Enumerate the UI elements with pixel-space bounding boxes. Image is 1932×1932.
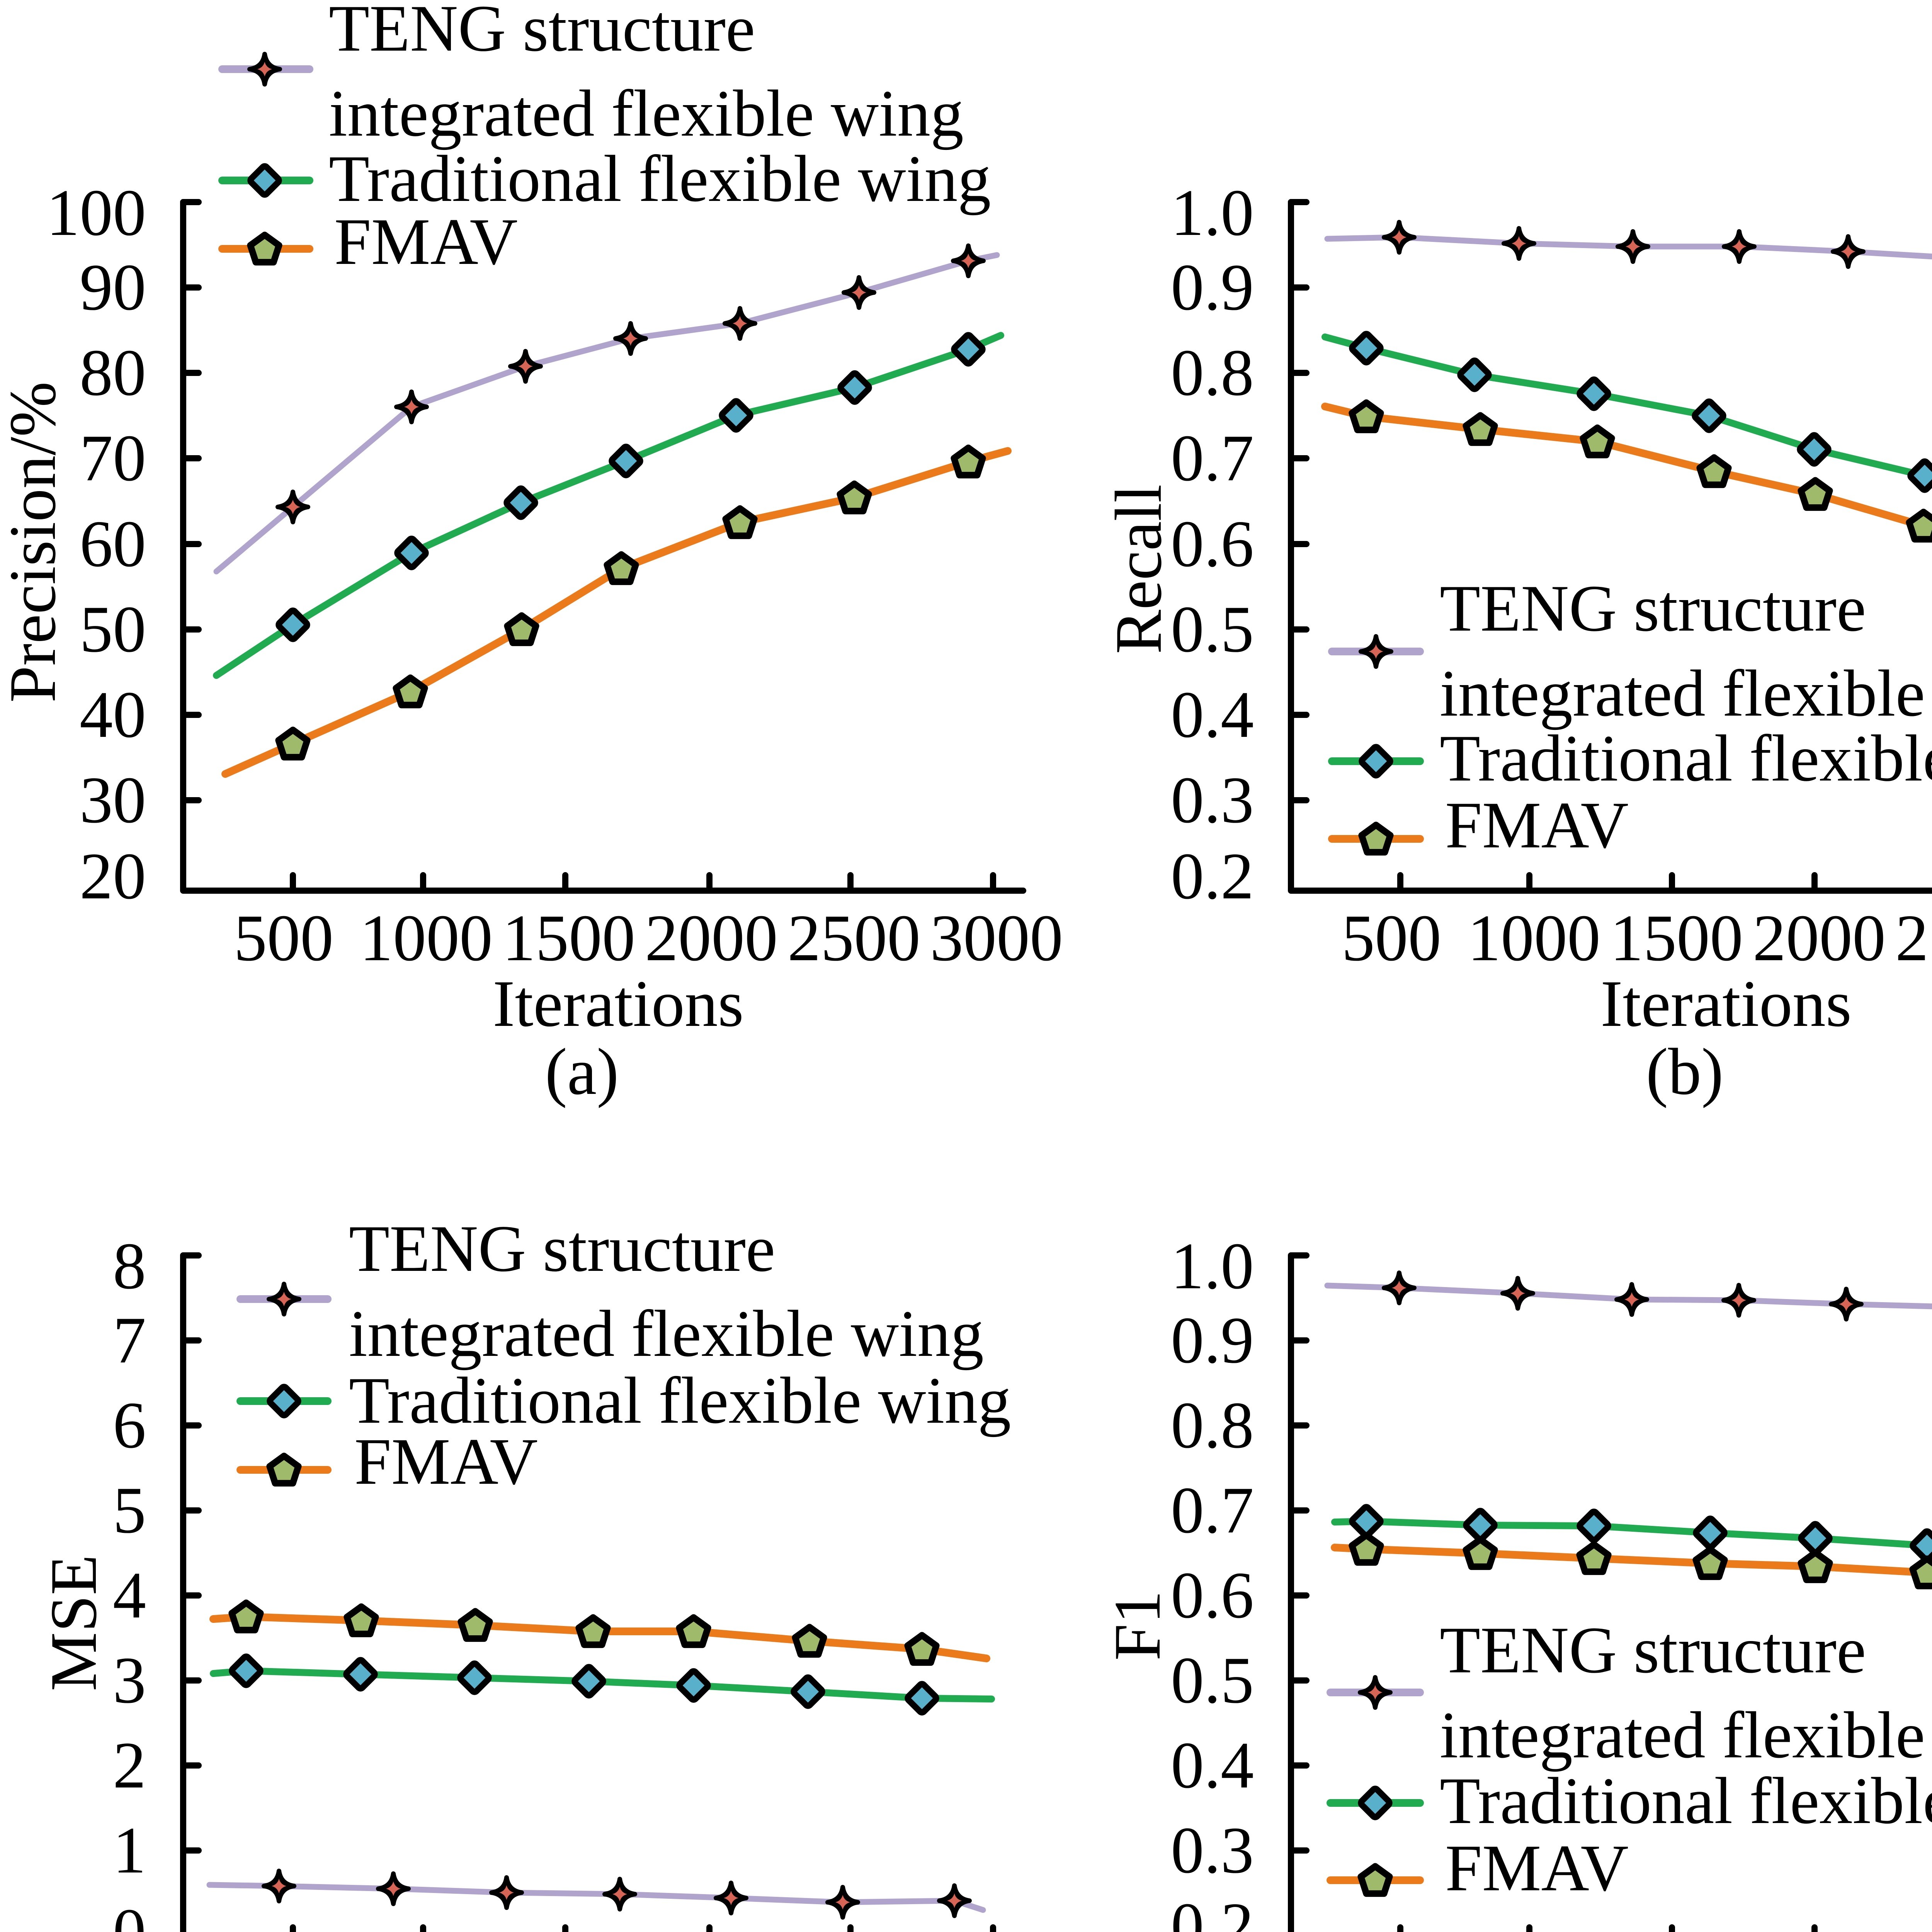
svg-text:90: 90 (80, 251, 146, 324)
svg-text:0.2: 0.2 (1171, 1889, 1254, 1932)
svg-text:3000: 3000 (930, 901, 1063, 975)
svg-text:TENG structure: TENG structure (1440, 1614, 1866, 1687)
svg-text:F1: F1 (1101, 1590, 1174, 1661)
svg-text:80: 80 (80, 336, 146, 410)
svg-text:0.2: 0.2 (1171, 840, 1254, 913)
svg-text:0.7: 0.7 (1171, 1474, 1254, 1547)
svg-text:0.9: 0.9 (1171, 1304, 1254, 1377)
svg-text:30: 30 (80, 764, 146, 837)
svg-text:Iterations: Iterations (1600, 967, 1852, 1041)
svg-text:2: 2 (113, 1729, 146, 1802)
svg-text:2500: 2500 (787, 901, 920, 975)
svg-text:0.7: 0.7 (1171, 422, 1254, 495)
svg-text:integrated flexible wing: integrated flexible wing (1440, 657, 1932, 730)
svg-text:TENG structure: TENG structure (329, 0, 755, 65)
svg-text:70: 70 (80, 422, 146, 495)
svg-text:2000: 2000 (1753, 901, 1886, 975)
svg-text:0.4: 0.4 (1171, 1729, 1254, 1802)
svg-text:3: 3 (113, 1644, 146, 1717)
svg-text:Traditional flexible wing: Traditional flexible wing (1440, 1764, 1932, 1838)
svg-text:(b): (b) (1646, 1035, 1724, 1109)
svg-text:integrated flexible wing: integrated flexible wing (349, 1297, 984, 1371)
svg-text:Traditional flexible wing: Traditional flexible wing (329, 142, 991, 216)
svg-text:1.0: 1.0 (1171, 176, 1254, 250)
svg-text:0.3: 0.3 (1171, 1814, 1254, 1887)
svg-text:1000: 1000 (360, 901, 493, 975)
svg-text:integrated flexible wing: integrated flexible wing (1440, 1699, 1932, 1772)
svg-text:MSE: MSE (37, 1554, 111, 1691)
svg-text:0.3: 0.3 (1171, 764, 1254, 837)
svg-text:FMAV: FMAV (1445, 789, 1629, 862)
svg-text:Precision/%: Precision/% (0, 381, 70, 702)
svg-text:7: 7 (113, 1304, 146, 1377)
svg-text:100: 100 (46, 176, 146, 250)
svg-text:Recall: Recall (1102, 484, 1175, 654)
svg-text:integrated flexible wing: integrated flexible wing (329, 77, 964, 150)
svg-text:Traditional flexible wing: Traditional flexible wing (1440, 722, 1932, 795)
svg-text:FMAV: FMAV (334, 205, 518, 279)
svg-text:0.8: 0.8 (1171, 336, 1254, 410)
svg-text:1500: 1500 (1610, 901, 1743, 975)
svg-text:4: 4 (113, 1559, 146, 1632)
svg-text:0.4: 0.4 (1171, 678, 1254, 752)
svg-text:20: 20 (80, 840, 146, 913)
svg-text:0.9: 0.9 (1171, 251, 1254, 324)
svg-text:1: 1 (113, 1814, 146, 1887)
svg-text:500: 500 (234, 901, 333, 975)
svg-text:500: 500 (1342, 901, 1441, 975)
svg-text:50: 50 (80, 593, 146, 666)
svg-text:0.5: 0.5 (1171, 593, 1254, 666)
svg-text:2500: 2500 (1895, 901, 1932, 975)
svg-text:Iterations: Iterations (493, 967, 744, 1041)
svg-text:40: 40 (80, 678, 146, 752)
svg-text:6: 6 (113, 1389, 146, 1462)
svg-text:1.0: 1.0 (1171, 1230, 1254, 1303)
svg-text:5: 5 (113, 1474, 146, 1547)
svg-text:FMAV: FMAV (354, 1425, 538, 1498)
svg-text:TENG structure: TENG structure (349, 1212, 775, 1286)
svg-text:1500: 1500 (502, 901, 635, 975)
svg-text:0.6: 0.6 (1171, 507, 1254, 581)
svg-text:TENG structure: TENG structure (1440, 572, 1866, 645)
svg-text:0.8: 0.8 (1171, 1389, 1254, 1462)
svg-text:2000: 2000 (645, 901, 778, 975)
svg-text:8: 8 (113, 1230, 146, 1303)
svg-text:60: 60 (80, 507, 146, 581)
svg-text:0: 0 (113, 1895, 146, 1932)
svg-text:1000: 1000 (1468, 901, 1600, 975)
svg-text:FMAV: FMAV (1445, 1832, 1629, 1905)
svg-text:Traditional flexible wing: Traditional flexible wing (349, 1364, 1011, 1437)
svg-text:(a): (a) (545, 1035, 619, 1109)
svg-text:0.5: 0.5 (1171, 1644, 1254, 1717)
svg-text:0.6: 0.6 (1171, 1559, 1254, 1632)
